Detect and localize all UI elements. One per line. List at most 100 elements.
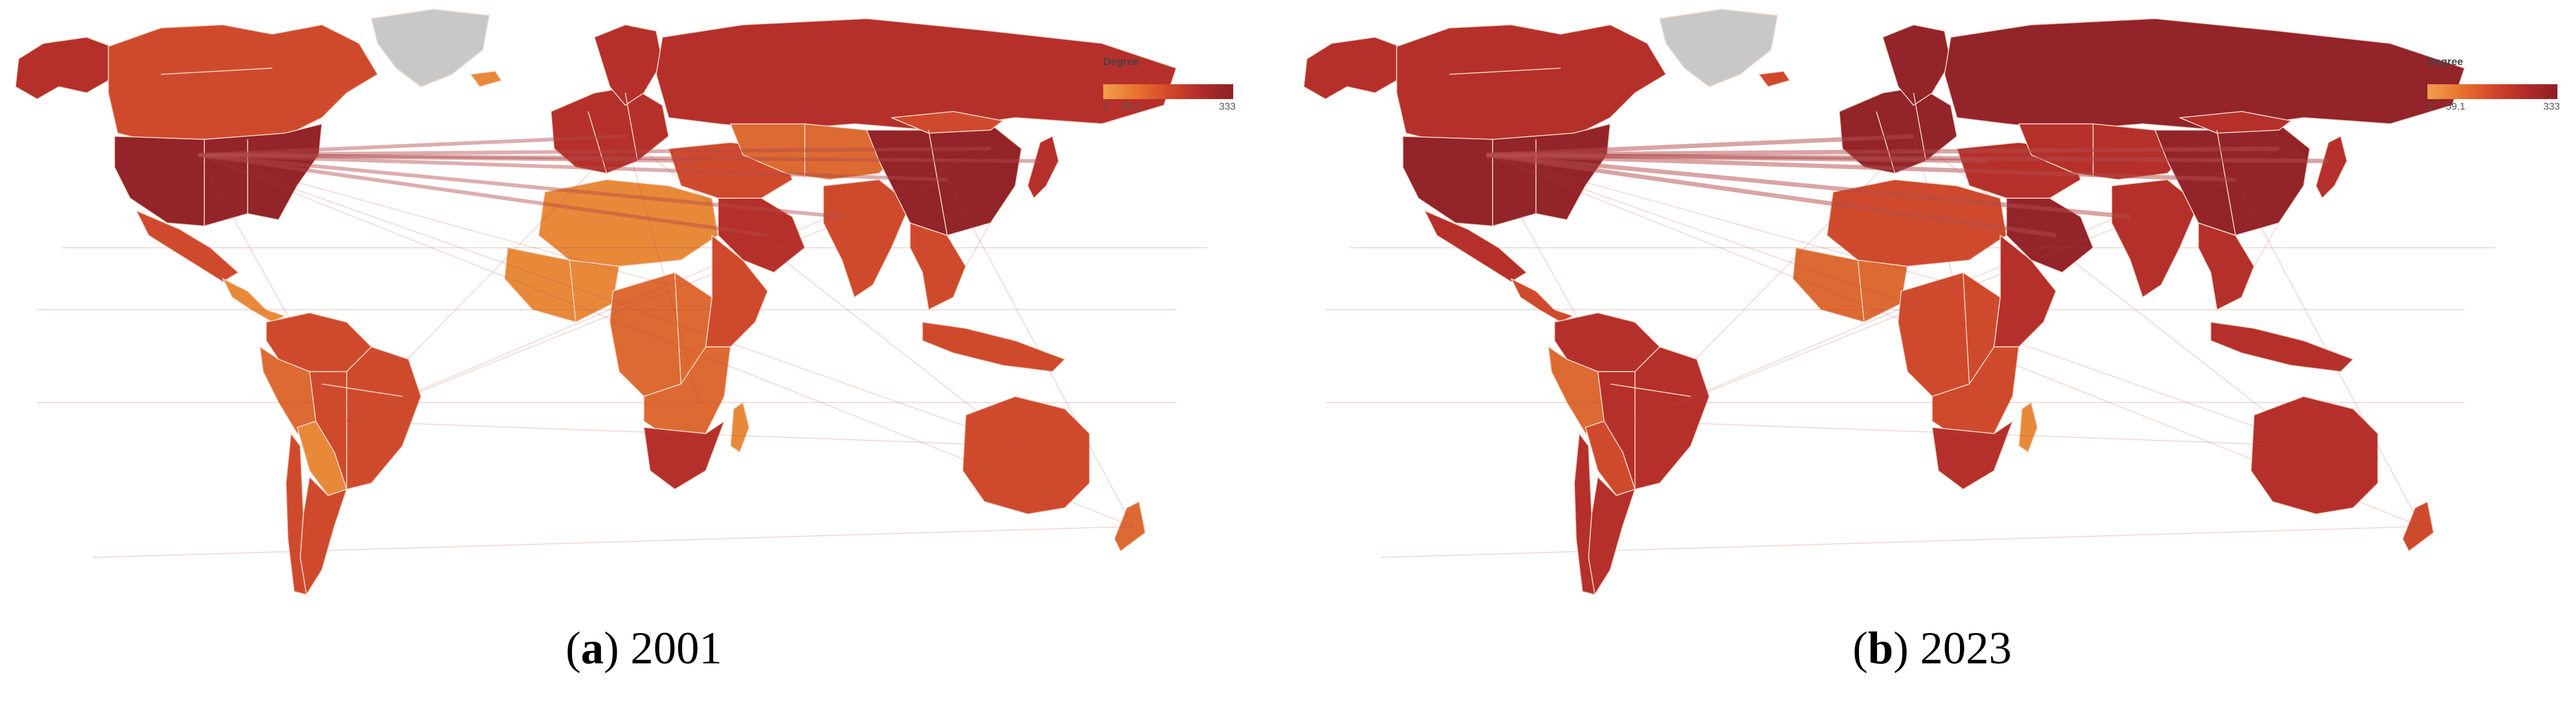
region-mexico bbox=[1424, 210, 1527, 282]
region-iceland bbox=[470, 71, 502, 87]
countries-layer bbox=[15, 9, 1177, 595]
edge-strong-5 bbox=[1486, 152, 2057, 238]
region-north-america bbox=[108, 24, 378, 143]
region-mexico bbox=[136, 210, 239, 282]
region-india bbox=[823, 179, 911, 298]
border-line-8 bbox=[1962, 272, 1970, 385]
region-north-africa bbox=[538, 179, 719, 267]
region-alaska bbox=[1303, 37, 1400, 100]
region-se-asia bbox=[909, 222, 966, 310]
region-chile bbox=[1574, 433, 1595, 595]
edge-faint-8 bbox=[346, 148, 991, 422]
edge-strong-0 bbox=[1486, 134, 1914, 157]
region-scandinavia bbox=[594, 24, 663, 106]
region-central-asia bbox=[730, 123, 904, 180]
caption-b: (b) 2023 bbox=[1852, 623, 2012, 674]
edge-strong-2 bbox=[197, 153, 843, 219]
edges-layer bbox=[37, 134, 1207, 558]
region-iceland bbox=[1758, 71, 1790, 87]
countries-layer bbox=[1303, 9, 2465, 595]
region-southern-africa bbox=[1932, 346, 2019, 434]
edge-faint-6 bbox=[625, 136, 700, 403]
region-argentina bbox=[300, 476, 347, 595]
region-india bbox=[2111, 179, 2199, 298]
region-japan bbox=[1027, 136, 1059, 199]
caption-a: (a) 2001 bbox=[565, 623, 722, 674]
edge-faint-5 bbox=[1634, 179, 2236, 422]
region-mongolia bbox=[891, 111, 1004, 134]
legend-mid-label: 59.1 bbox=[2446, 102, 2466, 112]
region-australia bbox=[962, 396, 1090, 515]
edge-faint-14 bbox=[1486, 154, 2422, 527]
region-south-africa bbox=[643, 421, 725, 490]
region-argentina bbox=[1588, 476, 1636, 595]
region-new-zealand bbox=[1114, 501, 1146, 552]
world-map-a bbox=[15, 9, 1207, 595]
edge-strong-6 bbox=[1486, 152, 1988, 164]
edge-faint-0 bbox=[1486, 154, 2310, 447]
region-west-africa bbox=[504, 247, 620, 323]
border-line-4 bbox=[625, 92, 638, 162]
border-line-8 bbox=[674, 272, 682, 385]
edge-strong-1 bbox=[197, 153, 948, 181]
edge-faint-5 bbox=[346, 179, 948, 422]
region-alaska bbox=[15, 37, 112, 100]
edge-strong-4 bbox=[197, 153, 1041, 163]
edge-faint-12 bbox=[92, 526, 1134, 558]
region-east-africa bbox=[705, 235, 768, 347]
edge-faint-2 bbox=[1913, 136, 2310, 447]
region-central-america bbox=[222, 278, 285, 323]
region-arabia bbox=[718, 198, 805, 273]
region-new-zealand bbox=[2402, 501, 2434, 552]
border-line-6 bbox=[928, 129, 948, 236]
border-line-9 bbox=[2253, 222, 2279, 267]
region-japan bbox=[2315, 136, 2348, 199]
edge-faint-6 bbox=[1913, 136, 1988, 403]
region-greenland bbox=[371, 9, 490, 87]
border-line-11 bbox=[321, 383, 403, 397]
region-usa bbox=[114, 123, 323, 227]
edge-faint-3 bbox=[1634, 136, 1914, 422]
edge-strong-5 bbox=[197, 153, 768, 237]
edge-strong-3 bbox=[197, 147, 991, 157]
region-usa bbox=[1402, 123, 1611, 227]
legend-a: Degree 1 59.1 333 bbox=[1103, 56, 1246, 124]
border-line-7 bbox=[1857, 260, 1865, 323]
edge-faint-13 bbox=[1634, 421, 2310, 447]
map-panel-b: Degree 1 59.1 333 (b) 2023 bbox=[1288, 0, 2576, 703]
border-line-3 bbox=[1876, 111, 1896, 174]
region-australia bbox=[2250, 396, 2379, 515]
border-line-7 bbox=[569, 260, 576, 323]
legend-max-label: 333 bbox=[1219, 102, 1236, 112]
legend-title: Degree bbox=[2427, 56, 2463, 68]
region-indonesia bbox=[922, 321, 1065, 372]
region-north-america bbox=[1396, 24, 1667, 143]
border-line-0 bbox=[1449, 68, 1561, 75]
region-scandinavia bbox=[1882, 24, 1951, 106]
legend-ticks: 1 59.1 333 bbox=[1103, 102, 1236, 120]
region-indonesia bbox=[2210, 321, 2354, 372]
region-central-america bbox=[1511, 278, 1574, 323]
border-line-9 bbox=[965, 222, 991, 267]
region-west-africa bbox=[1792, 247, 1908, 323]
edge-faint-2 bbox=[625, 136, 1022, 447]
edge-strong-1 bbox=[1486, 152, 2236, 182]
edge-faint-8 bbox=[1634, 148, 2279, 422]
edge-strong-2 bbox=[1486, 152, 2131, 219]
borders-layer bbox=[160, 68, 991, 489]
region-mongolia bbox=[2179, 111, 2292, 134]
legend-min-label: 1 bbox=[2427, 102, 2433, 112]
region-russia bbox=[1944, 18, 2465, 131]
legend-gradient bbox=[1103, 84, 1233, 99]
edge-faint-1 bbox=[1486, 154, 1636, 422]
edge-faint-1 bbox=[197, 154, 347, 422]
border-line-11 bbox=[1610, 383, 1691, 397]
edge-strong-6 bbox=[197, 153, 700, 163]
legend-gradient-bar bbox=[2427, 84, 2557, 99]
edge-faint-13 bbox=[346, 421, 1022, 447]
edge-faint-12 bbox=[1381, 526, 2422, 558]
edge-faint-7 bbox=[1486, 154, 1958, 286]
edge-faint-4 bbox=[947, 179, 1134, 527]
region-east-africa bbox=[1993, 235, 2057, 347]
legend-gradient-bar bbox=[1103, 84, 1233, 99]
